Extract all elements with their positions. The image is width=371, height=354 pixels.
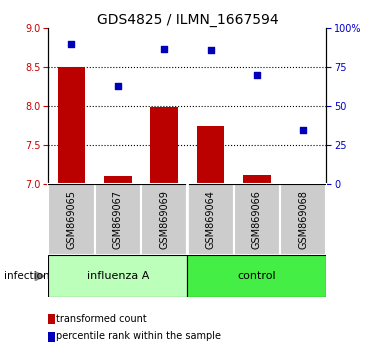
Text: infection: infection	[4, 271, 49, 281]
Text: GSM869069: GSM869069	[159, 190, 169, 249]
Point	[115, 83, 121, 89]
Bar	[48, 184, 95, 255]
Point	[254, 72, 260, 78]
Bar	[141, 184, 187, 255]
Bar	[150, 107, 178, 184]
Text: control: control	[237, 271, 276, 281]
Point	[69, 41, 75, 47]
Bar	[234, 184, 280, 255]
Text: GSM869065: GSM869065	[66, 190, 76, 249]
Bar	[187, 184, 234, 255]
Bar	[48, 255, 187, 297]
Title: GDS4825 / ILMN_1667594: GDS4825 / ILMN_1667594	[96, 13, 278, 27]
Bar	[104, 176, 132, 184]
Bar	[187, 255, 326, 297]
Point	[208, 47, 214, 53]
Text: GSM869066: GSM869066	[252, 190, 262, 249]
Text: GSM869068: GSM869068	[298, 190, 308, 249]
Text: GSM869067: GSM869067	[113, 190, 123, 249]
Bar	[95, 184, 141, 255]
Text: influenza A: influenza A	[86, 271, 149, 281]
Bar	[289, 183, 317, 184]
Point	[161, 46, 167, 51]
Bar	[243, 175, 271, 184]
Text: percentile rank within the sample: percentile rank within the sample	[56, 331, 221, 341]
Point	[301, 127, 306, 132]
Bar	[197, 126, 224, 184]
Text: transformed count: transformed count	[56, 314, 147, 324]
Bar	[280, 184, 326, 255]
Bar	[58, 67, 85, 184]
Text: GSM869064: GSM869064	[206, 190, 216, 249]
